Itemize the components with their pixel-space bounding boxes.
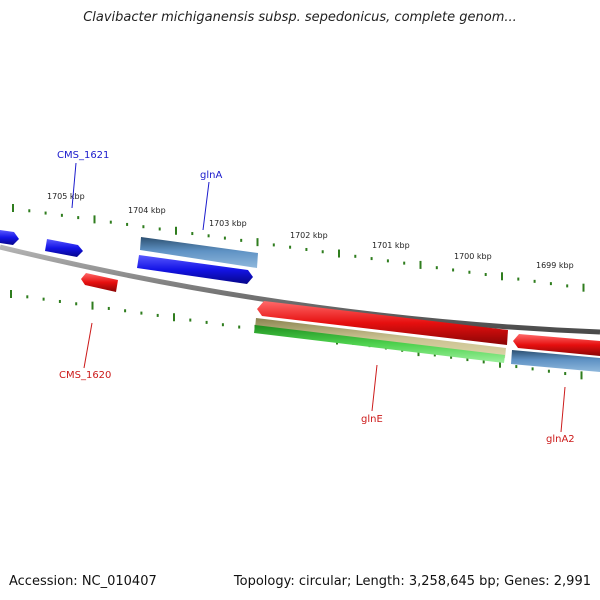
major-tick: [338, 249, 340, 258]
minor-tick: [60, 213, 63, 217]
reverse-strand-features: [81, 273, 600, 372]
forward-strand-features: [0, 230, 258, 284]
major-tick: [580, 371, 583, 380]
gene-arrow-reverse[interactable]: [81, 273, 118, 292]
major-tick: [501, 272, 503, 281]
tick-row-upper: [12, 204, 585, 292]
minor-tick: [221, 323, 224, 327]
minor-tick: [42, 297, 45, 301]
minor-tick: [549, 282, 552, 286]
minor-tick: [140, 311, 143, 315]
minor-tick: [517, 277, 520, 281]
scale-label-1705: 1705 kbp: [47, 192, 85, 201]
minor-tick: [547, 369, 550, 373]
major-tick: [256, 238, 259, 247]
major-tick: [419, 260, 422, 269]
accession-text: Accession: NC_010407: [9, 574, 157, 589]
minor-tick: [109, 220, 112, 224]
minor-tick: [531, 367, 534, 371]
minor-tick: [77, 216, 80, 220]
minor-tick: [156, 313, 159, 317]
minor-tick: [240, 238, 243, 242]
minor-tick: [238, 325, 241, 329]
minor-tick: [205, 320, 208, 324]
rna-feature[interactable]: [140, 237, 258, 268]
gene-arrow-forward[interactable]: [45, 239, 83, 257]
minor-tick: [452, 268, 455, 272]
rna-feature[interactable]: [511, 350, 600, 372]
minor-tick: [450, 355, 453, 359]
label-leaders: [71, 162, 566, 433]
minor-tick: [272, 243, 275, 247]
minor-tick: [289, 245, 292, 249]
minor-tick: [44, 211, 47, 215]
rna-feature[interactable]: [254, 325, 505, 363]
minor-tick: [191, 232, 194, 236]
genome-backbone: [0, 244, 600, 335]
minor-tick: [370, 257, 373, 261]
scale-label-1702: 1702 kbp: [290, 231, 328, 240]
minor-tick: [433, 353, 436, 357]
major-tick: [175, 226, 177, 235]
gene-arrow-reverse[interactable]: [257, 301, 508, 345]
major-tick: [582, 283, 585, 292]
map-title: Clavibacter michiganensis subsp. sepedon…: [83, 10, 517, 25]
minor-tick: [28, 209, 31, 213]
gene-arrow-reverse[interactable]: [513, 334, 600, 356]
major-tick: [91, 301, 94, 310]
minor-tick: [466, 358, 469, 362]
minor-tick: [566, 284, 569, 288]
minor-tick: [484, 273, 487, 277]
minor-tick: [124, 309, 127, 313]
scale-label-1699: 1699 kbp: [536, 261, 574, 270]
scale-label-1703: 1703 kbp: [209, 219, 247, 228]
scale-label-1704: 1704 kbp: [128, 206, 166, 215]
major-tick: [499, 359, 501, 368]
scale-label-1701: 1701 kbp: [372, 241, 410, 250]
minor-tick: [435, 266, 438, 270]
minor-tick: [207, 234, 210, 238]
minor-tick: [403, 261, 406, 265]
minor-tick: [533, 279, 536, 283]
gene-labels: CMS_1621 glnA CMS_1620 glnE glnA2: [57, 150, 575, 445]
minor-tick: [26, 295, 29, 299]
minor-tick: [468, 270, 471, 274]
minor-tick: [189, 318, 192, 322]
minor-tick: [158, 227, 161, 231]
minor-tick: [142, 225, 145, 229]
minor-tick: [305, 247, 308, 251]
gene-label-cms1620[interactable]: CMS_1620: [59, 370, 111, 381]
major-tick: [93, 215, 96, 224]
minor-tick: [223, 236, 226, 240]
minor-tick: [126, 222, 129, 226]
minor-tick: [58, 299, 61, 303]
scale-label-1700: 1700 kbp: [454, 252, 492, 261]
major-tick: [12, 204, 14, 212]
gene-label-glnE[interactable]: glnE: [361, 414, 383, 425]
minor-tick: [75, 302, 78, 306]
gene-label-glnA2[interactable]: glnA2: [546, 434, 575, 445]
minor-tick: [354, 254, 357, 258]
major-tick: [10, 290, 12, 298]
gene-label-glnA[interactable]: glnA: [200, 170, 222, 181]
gene-arrow-forward[interactable]: [137, 255, 253, 284]
gene-arrow-forward[interactable]: [0, 230, 19, 245]
minor-tick: [386, 259, 389, 263]
major-tick: [173, 313, 175, 322]
minor-tick: [107, 306, 110, 310]
minor-tick: [482, 360, 485, 364]
scale-labels: 1705 kbp 1704 kbp 1703 kbp 1702 kbp 1701…: [47, 192, 574, 270]
gene-label-cms1621[interactable]: CMS_1621: [57, 150, 109, 161]
minor-tick: [564, 372, 567, 376]
minor-tick: [321, 250, 324, 254]
genome-summary-text: Topology: circular; Length: 3,258,645 bp…: [233, 574, 591, 589]
minor-tick: [515, 365, 518, 369]
